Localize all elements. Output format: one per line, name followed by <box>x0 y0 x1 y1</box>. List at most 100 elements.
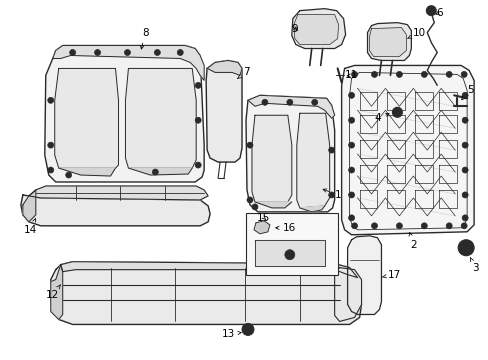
Polygon shape <box>125 68 196 168</box>
Polygon shape <box>334 268 361 321</box>
Circle shape <box>195 117 201 123</box>
Circle shape <box>396 71 402 77</box>
Circle shape <box>371 223 377 229</box>
Circle shape <box>461 244 469 252</box>
Circle shape <box>311 99 317 105</box>
Text: 1: 1 <box>323 189 340 200</box>
Circle shape <box>348 142 354 148</box>
Circle shape <box>351 223 357 229</box>
Polygon shape <box>369 28 406 57</box>
Circle shape <box>177 50 183 55</box>
Text: 9: 9 <box>291 24 298 33</box>
Circle shape <box>152 169 158 175</box>
Circle shape <box>246 197 252 203</box>
Text: 8: 8 <box>140 28 148 49</box>
Circle shape <box>371 71 377 77</box>
Text: 17: 17 <box>382 270 400 280</box>
Circle shape <box>286 99 292 105</box>
Circle shape <box>348 117 354 123</box>
Text: 16: 16 <box>275 223 296 233</box>
Text: 15: 15 <box>257 213 270 223</box>
Polygon shape <box>207 60 242 75</box>
Circle shape <box>461 215 467 221</box>
Circle shape <box>48 142 54 148</box>
Text: 12: 12 <box>46 285 61 300</box>
Polygon shape <box>55 68 118 168</box>
Circle shape <box>328 147 334 153</box>
Polygon shape <box>29 186 208 200</box>
Polygon shape <box>51 265 62 319</box>
Polygon shape <box>367 23 410 60</box>
Text: 4: 4 <box>373 113 388 123</box>
Text: 14: 14 <box>24 219 38 235</box>
Polygon shape <box>254 202 291 208</box>
Polygon shape <box>347 236 381 315</box>
Polygon shape <box>61 262 357 278</box>
Circle shape <box>461 167 467 173</box>
Circle shape <box>94 50 101 55</box>
Circle shape <box>348 92 354 98</box>
Circle shape <box>285 250 294 260</box>
Circle shape <box>244 327 250 332</box>
Text: 10: 10 <box>407 28 425 39</box>
Text: 6: 6 <box>435 8 442 18</box>
Circle shape <box>65 172 72 178</box>
Polygon shape <box>53 45 203 80</box>
Polygon shape <box>59 168 115 176</box>
Circle shape <box>457 240 473 256</box>
Polygon shape <box>128 168 192 175</box>
Text: 7: 7 <box>237 67 249 78</box>
Circle shape <box>446 71 451 77</box>
Circle shape <box>348 167 354 173</box>
Circle shape <box>124 50 130 55</box>
Circle shape <box>246 142 252 148</box>
Polygon shape <box>299 206 324 212</box>
Polygon shape <box>23 190 36 222</box>
Polygon shape <box>254 240 324 266</box>
Circle shape <box>348 192 354 198</box>
Polygon shape <box>293 15 338 45</box>
Circle shape <box>69 50 76 55</box>
Circle shape <box>251 204 258 210</box>
Text: 2: 2 <box>408 233 416 250</box>
Polygon shape <box>206 60 242 162</box>
FancyBboxPatch shape <box>245 213 337 275</box>
Circle shape <box>461 117 467 123</box>
Circle shape <box>446 223 451 229</box>
Circle shape <box>195 162 201 168</box>
Circle shape <box>48 167 54 173</box>
Circle shape <box>461 192 467 198</box>
Polygon shape <box>341 66 473 235</box>
Polygon shape <box>21 195 210 226</box>
Text: 11: 11 <box>344 71 358 80</box>
Polygon shape <box>247 95 334 118</box>
Circle shape <box>421 71 427 77</box>
Circle shape <box>392 107 402 117</box>
Circle shape <box>262 99 267 105</box>
Polygon shape <box>296 113 329 208</box>
Polygon shape <box>45 45 203 182</box>
Polygon shape <box>251 115 291 202</box>
Circle shape <box>348 215 354 221</box>
Circle shape <box>351 71 357 77</box>
Polygon shape <box>291 9 345 49</box>
Circle shape <box>195 82 201 88</box>
Circle shape <box>396 223 402 229</box>
Circle shape <box>426 6 435 15</box>
Circle shape <box>328 192 334 198</box>
Circle shape <box>154 50 160 55</box>
Text: 13: 13 <box>221 329 241 339</box>
Polygon shape <box>51 262 361 324</box>
Circle shape <box>461 92 467 98</box>
Circle shape <box>460 223 466 229</box>
Polygon shape <box>245 95 334 212</box>
Circle shape <box>421 223 427 229</box>
Text: 5: 5 <box>461 85 472 100</box>
Circle shape <box>395 110 399 114</box>
Text: 3: 3 <box>469 257 477 273</box>
Circle shape <box>460 71 466 77</box>
Circle shape <box>242 323 253 336</box>
Circle shape <box>461 142 467 148</box>
Polygon shape <box>253 221 269 234</box>
Circle shape <box>48 97 54 103</box>
